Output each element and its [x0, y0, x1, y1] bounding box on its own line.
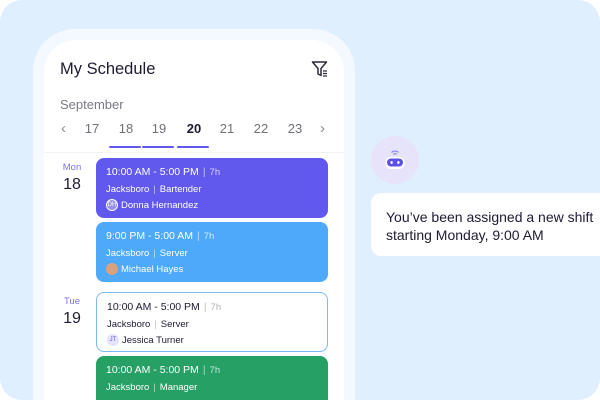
robot-icon: [385, 150, 405, 169]
shift-location: Jacksboro: [106, 248, 150, 259]
avatar: JT: [107, 334, 119, 346]
notification-line-1: You’ve been assigned a new shift: [386, 209, 594, 225]
day-of-week: Tue: [63, 296, 81, 307]
avatar: DH: [106, 199, 118, 211]
shift-card[interactable]: 9:00 PM - 5:00 AM | 7h Jacksboro | Server Mi…: [96, 222, 328, 282]
separator: |: [153, 382, 156, 393]
date-label: 22: [253, 121, 269, 136]
shift-location: Jacksboro: [107, 319, 151, 330]
date-17[interactable]: 17: [75, 121, 109, 136]
divider: [44, 152, 344, 153]
date-20[interactable]: 20: [177, 121, 211, 148]
separator: |: [154, 319, 157, 330]
shift-role: Manager: [159, 382, 198, 393]
shift-location: Jacksboro: [106, 184, 150, 195]
date-underline: [109, 146, 141, 148]
separator: |: [153, 184, 156, 195]
shift-location: Jacksboro: [106, 382, 150, 393]
notification-line-2: starting Monday, 9:00 AM: [386, 227, 544, 243]
date-23[interactable]: 23: [278, 121, 312, 136]
shift-duration: 7h: [209, 167, 221, 178]
avatar: [106, 263, 118, 275]
date-label: 20: [186, 121, 202, 136]
shift-time: 9:00 PM - 5:00 AM: [106, 230, 193, 242]
date-label: 18: [118, 121, 134, 136]
shift-duration: 7h: [203, 231, 215, 242]
month-label: September: [60, 97, 124, 112]
date-underline: [142, 146, 174, 148]
chevron-left-icon[interactable]: ‹: [61, 120, 66, 137]
date-label: 17: [84, 121, 100, 136]
chevron-right-icon[interactable]: ›: [320, 120, 325, 137]
shift-time: 10:00 AM - 5:00 PM: [106, 166, 199, 178]
day-label-tue: Tue 19: [54, 296, 90, 328]
day-number: 18: [63, 176, 81, 193]
shift-role: Server: [160, 319, 189, 330]
employee-name: Michael Hayes: [121, 263, 184, 275]
shift-time: 10:00 AM - 5:00 PM: [106, 364, 199, 376]
employee-name: Jessica Turner: [122, 334, 184, 346]
separator: |: [202, 364, 206, 376]
shift-role: Bartender: [159, 184, 202, 195]
date-strip: ‹ 17 18 19 20 21 22 23 ›: [44, 120, 344, 151]
shift-duration: 7h: [209, 365, 221, 376]
shift-role: Server: [159, 248, 188, 259]
date-label: 19: [151, 121, 167, 136]
day-of-week: Mon: [62, 162, 82, 173]
date-underline: [177, 146, 209, 148]
notification-bubble: You’ve been assigned a new shift startin…: [371, 193, 600, 256]
date-18[interactable]: 18: [109, 121, 143, 148]
filter-icon[interactable]: [311, 60, 329, 78]
separator: |: [203, 301, 207, 313]
page-title: My Schedule: [60, 60, 156, 78]
date-label: 23: [287, 121, 303, 136]
separator: |: [153, 248, 156, 259]
date-21[interactable]: 21: [210, 121, 244, 136]
shift-card[interactable]: 10:00 AM - 5:00 PM | 7h Jacksboro | Manager: [96, 356, 328, 400]
date-19[interactable]: 19: [142, 121, 176, 148]
shift-duration: 7h: [210, 302, 222, 313]
schedule-screen: My Schedule September ‹ 17 18 19 20 21 2…: [44, 40, 344, 400]
date-label: 21: [219, 121, 235, 136]
day-label-mon: Mon 18: [54, 162, 90, 194]
bot-avatar: [371, 136, 419, 184]
shift-card[interactable]: 10:00 AM - 5:00 PM | 7h Jacksboro | Bartende…: [96, 158, 328, 218]
separator: |: [196, 230, 200, 242]
separator: |: [202, 166, 206, 178]
date-22[interactable]: 22: [244, 121, 278, 136]
employee-name: Donna Hernandez: [121, 199, 199, 211]
shift-card[interactable]: 10:00 AM - 5:00 PM | 7h Jacksboro | Server J…: [96, 292, 328, 352]
shift-time: 10:00 AM - 5:00 PM: [107, 301, 200, 313]
day-number: 19: [63, 310, 81, 327]
